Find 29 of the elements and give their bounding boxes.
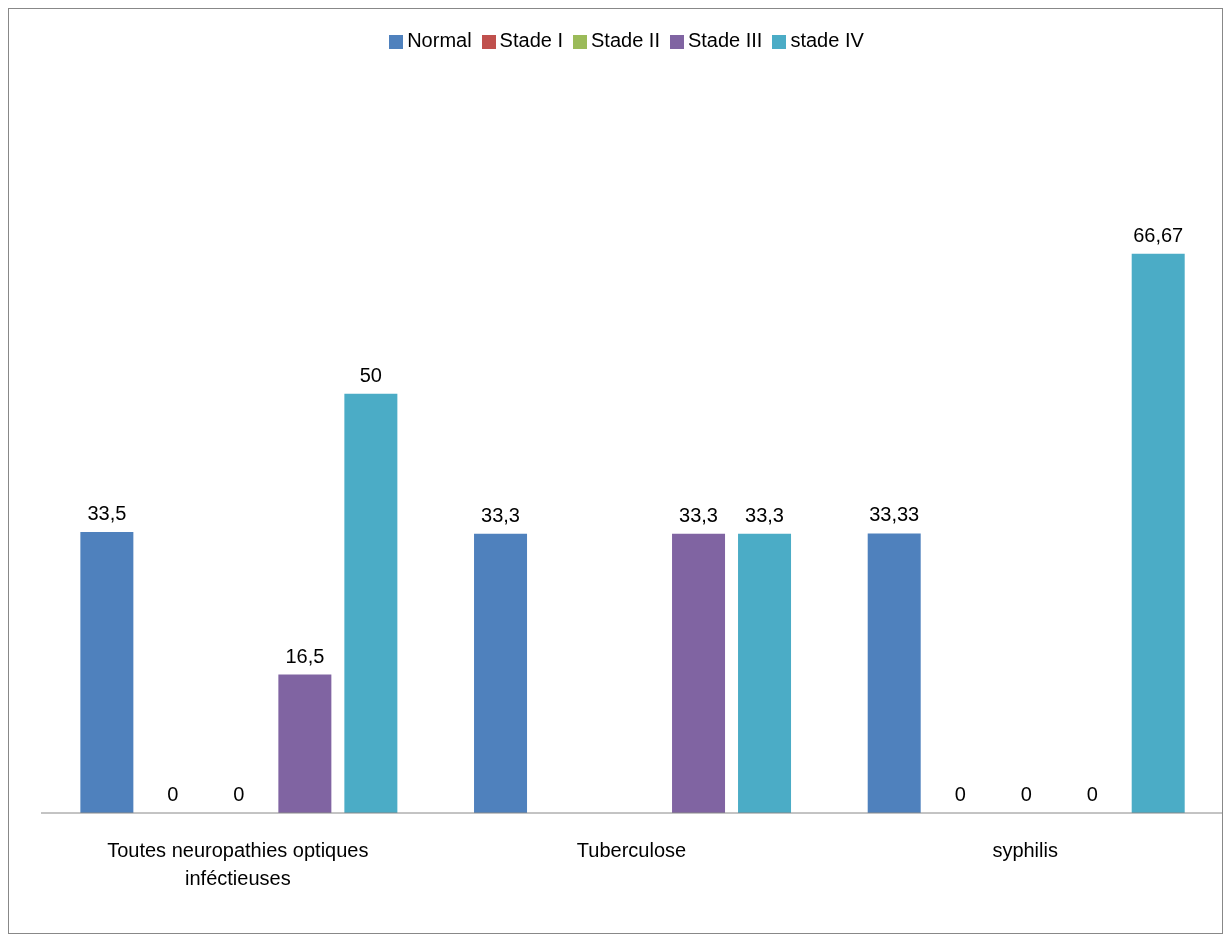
bar [344,393,398,813]
legend-label: stade IV [790,29,864,51]
data-label: 33,3 [679,503,718,526]
bar [474,533,528,813]
legend-label: Stade III [687,29,763,51]
data-label: 33,3 [481,503,520,526]
data-label: 0 [1086,782,1098,805]
data-label: 0 [167,782,179,805]
data-label: 33,33 [869,503,920,526]
data-label: 33,5 [87,502,127,525]
data-label: 0 [233,782,245,805]
data-label: 0 [954,782,966,805]
bar [1131,253,1185,813]
data-label: 66,67 [1133,223,1184,246]
bar [278,674,332,813]
data-label: 0 [1020,782,1032,805]
x-tick-label: Toutes neuropathies optiques inféctieuses [107,839,369,889]
bar [738,533,792,813]
legend-label: Normal [407,29,472,51]
x-tick-label: Tuberculose [576,839,687,861]
data-label: 33,3 [745,503,784,526]
legend-label: Stade I [499,29,563,51]
bar [672,533,726,813]
data-label: 50 [359,363,382,386]
bar [80,532,134,813]
legend-label: Stade II [591,29,660,51]
data-label: 16,5 [285,644,325,667]
x-tick-label: syphilis [992,839,1058,861]
bar [867,533,921,813]
